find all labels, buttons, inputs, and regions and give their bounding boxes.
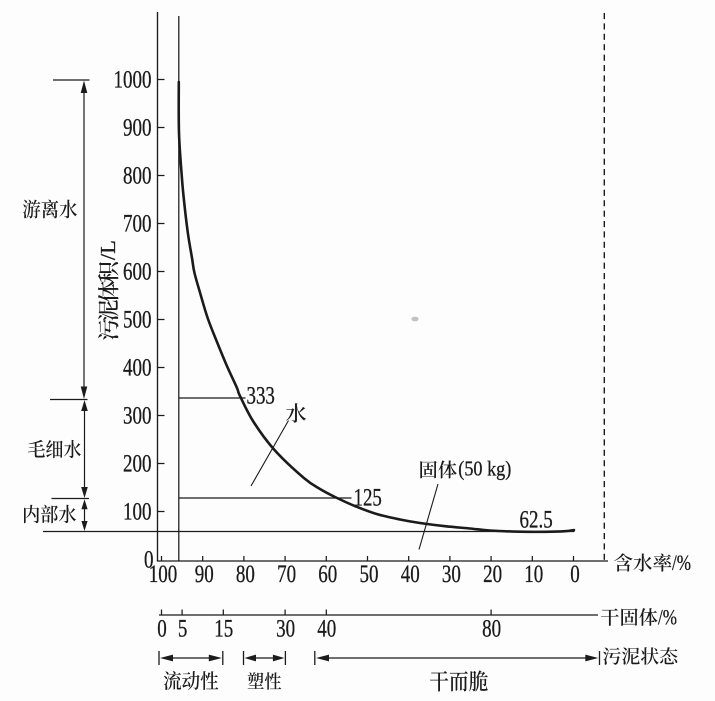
svg-text:500: 500 — [123, 307, 152, 334]
svg-text:100: 100 — [149, 561, 178, 588]
svg-text:400: 400 — [123, 355, 152, 382]
svg-text:70: 70 — [277, 561, 296, 588]
svg-text:/%: /% — [672, 550, 691, 575]
svg-text:1000: 1000 — [114, 67, 152, 94]
svg-text:333: 333 — [247, 383, 275, 410]
svg-text:5: 5 — [178, 616, 188, 643]
svg-text:200: 200 — [123, 451, 152, 478]
svg-text:(50 kg): (50 kg) — [458, 457, 511, 481]
svg-text:80: 80 — [236, 561, 255, 588]
svg-text:80: 80 — [482, 616, 501, 643]
svg-text:700: 700 — [123, 211, 152, 238]
svg-text:20: 20 — [483, 561, 502, 588]
svg-text:/%: /% — [658, 605, 677, 630]
svg-text:40: 40 — [401, 561, 420, 588]
svg-text:0: 0 — [144, 547, 154, 574]
svg-text:100: 100 — [123, 499, 152, 526]
svg-text:800: 800 — [123, 163, 152, 190]
svg-text:900: 900 — [123, 115, 152, 142]
svg-text:300: 300 — [123, 403, 152, 430]
svg-text:62.5: 62.5 — [520, 507, 553, 534]
svg-text:0: 0 — [570, 561, 580, 588]
svg-text:15: 15 — [214, 616, 233, 643]
svg-text:30: 30 — [276, 616, 295, 643]
svg-text:60: 60 — [318, 561, 337, 588]
svg-text:30: 30 — [442, 561, 461, 588]
svg-text:90: 90 — [195, 561, 214, 588]
svg-text:0: 0 — [157, 616, 167, 643]
svg-text:10: 10 — [524, 561, 543, 588]
svg-text:125: 125 — [354, 485, 382, 512]
svg-text:40: 40 — [317, 616, 336, 643]
svg-text:600: 600 — [123, 259, 152, 286]
svg-text:50: 50 — [360, 561, 379, 588]
svg-text:/L: /L — [96, 240, 120, 260]
